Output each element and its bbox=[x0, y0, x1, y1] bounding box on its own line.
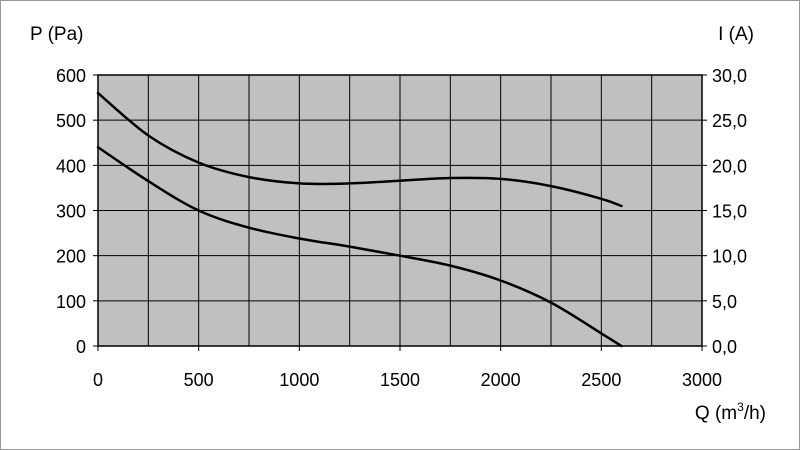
y-tick-label: 0 bbox=[76, 337, 86, 357]
x-axis-label: Q (m3/h) bbox=[695, 400, 766, 424]
y-tick-label: 300 bbox=[56, 202, 86, 222]
series-line-current bbox=[96, 91, 623, 208]
y2-tick-label: 20,0 bbox=[712, 156, 747, 176]
x-tick-label: 2000 bbox=[481, 370, 521, 390]
y-tick-label: 100 bbox=[56, 292, 86, 312]
x-tick-label: 3000 bbox=[682, 370, 722, 390]
y2-axis-label: I (A) bbox=[718, 24, 754, 45]
y2-tick-label: 10,0 bbox=[712, 247, 747, 267]
y-tick-label: 200 bbox=[56, 247, 86, 267]
y2-tick-label: 15,0 bbox=[712, 202, 747, 222]
y-tick-label: 400 bbox=[56, 156, 86, 176]
y2-tick-label: 30,0 bbox=[712, 66, 747, 86]
y-tick-label: 600 bbox=[56, 66, 86, 86]
x-tick-label: 2500 bbox=[581, 370, 621, 390]
y2-tick-label: 0,0 bbox=[712, 337, 737, 357]
y-tick-label: 500 bbox=[56, 111, 86, 131]
y-axis-label: P (Pa) bbox=[30, 24, 84, 45]
series-line-pressure bbox=[96, 146, 623, 348]
x-tick-label: 0 bbox=[93, 370, 103, 390]
x-tick-label: 1000 bbox=[279, 370, 319, 390]
y2-tick-label: 25,0 bbox=[712, 111, 747, 131]
y2-tick-label: 5,0 bbox=[712, 292, 737, 312]
x-tick-label: 1500 bbox=[380, 370, 420, 390]
x-tick-label: 500 bbox=[184, 370, 214, 390]
